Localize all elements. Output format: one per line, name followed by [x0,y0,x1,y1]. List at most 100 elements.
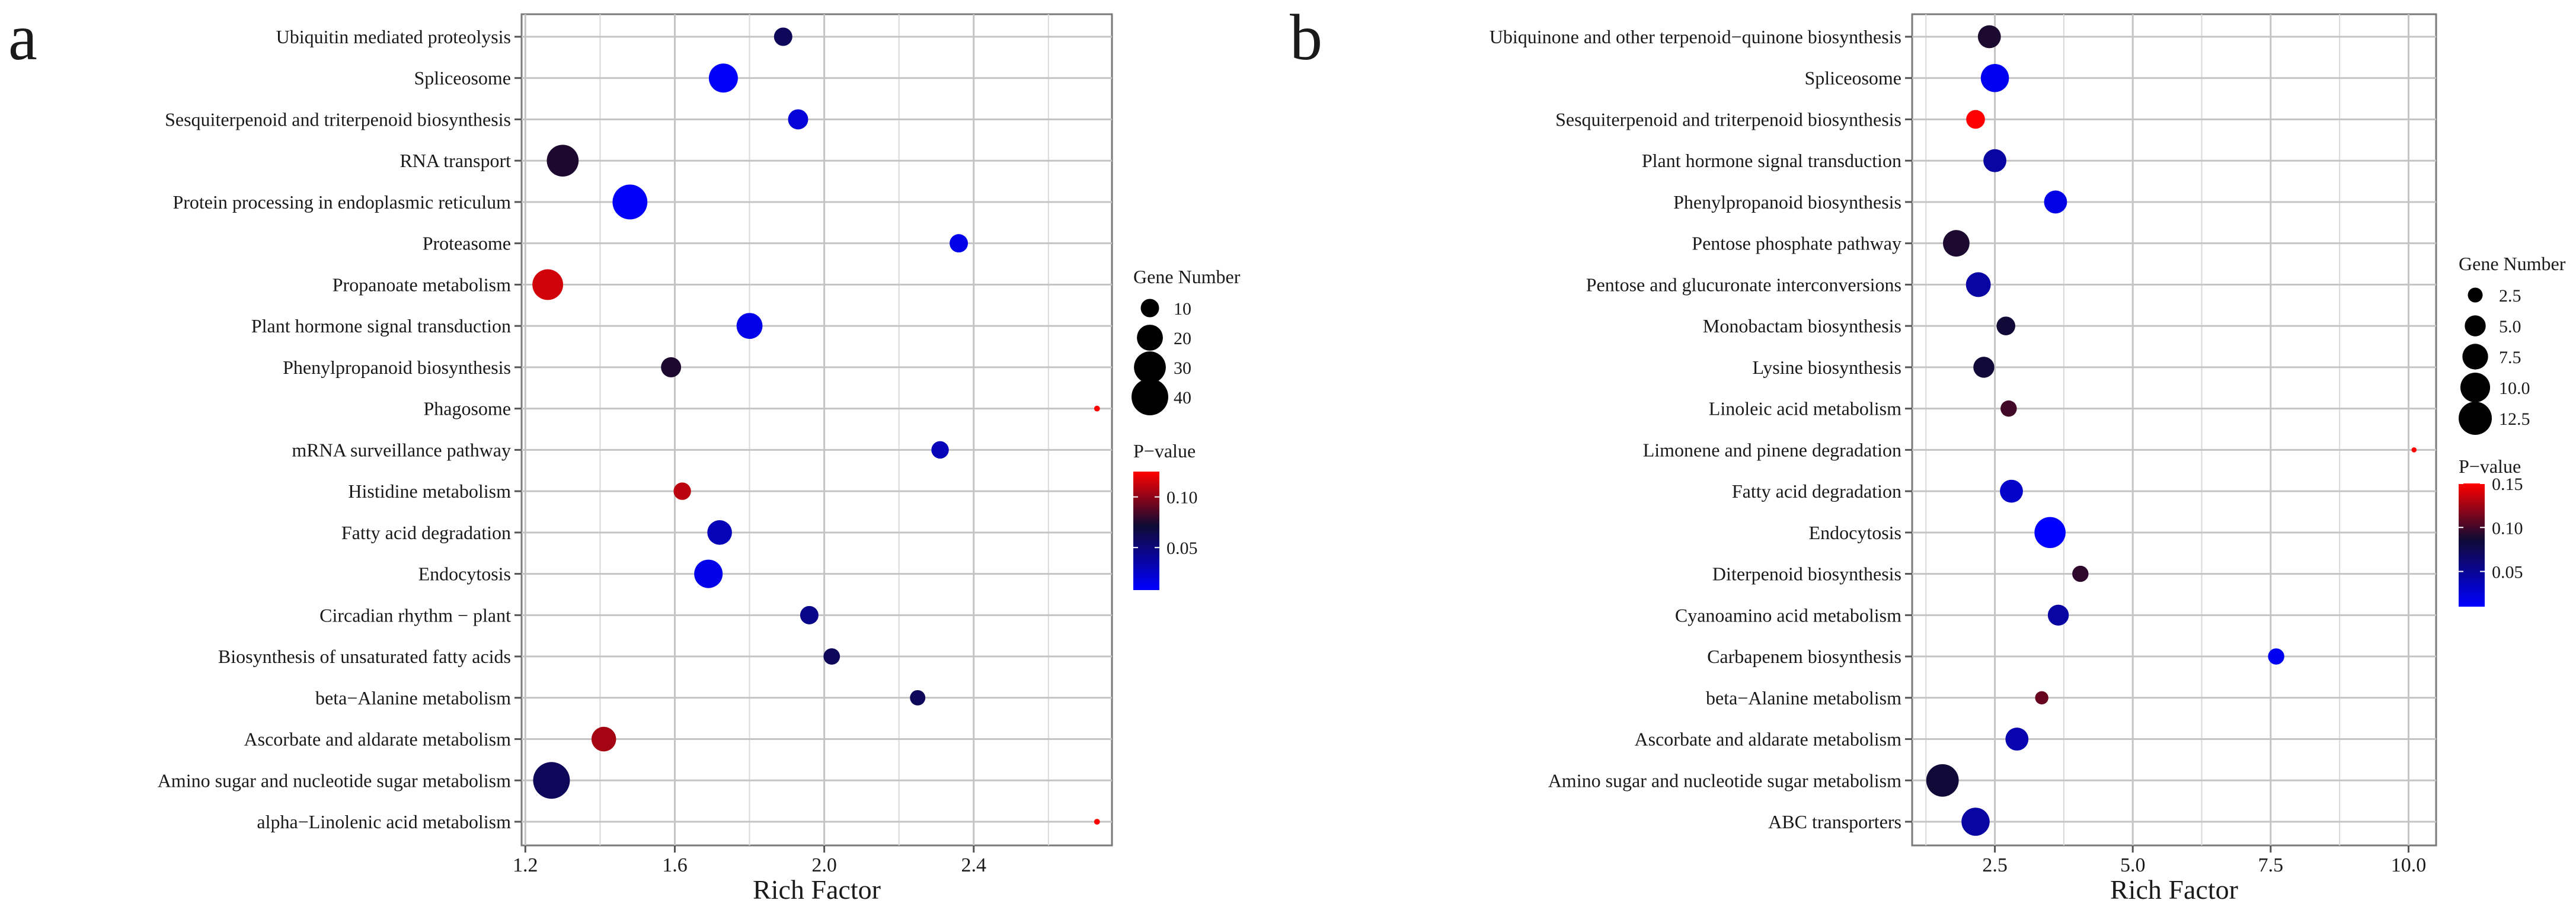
point-sesquiterpenoid-and-triterpenoid-biosynthesis [788,109,808,130]
point-pentose-phosphate-pathway [1943,230,1970,257]
point-phenylpropanoid-biosynthesis [2044,190,2067,214]
size-legend-label: 40 [1174,388,1191,408]
point-circadian-rhythm-plant [800,605,819,624]
size-legend-label: 30 [1174,358,1191,378]
point-spliceosome [708,63,738,93]
point-diterpenoid-biosynthesis [2072,565,2089,582]
x-tick-label: 5.0 [2120,854,2146,876]
x-tick-label: 2.4 [961,854,987,876]
y-tick-label-plant-hormone-signal-transduction: Plant hormone signal transduction [251,315,511,337]
size-legend-label: 10.0 [2499,379,2530,398]
panel-letter-b: b [1290,1,1322,73]
panel-a-grid [522,14,1112,845]
x-tick-label: 2.0 [811,854,837,876]
point-mrna-surveillance-pathway [931,441,949,459]
panel-a-color-legend: P−value 0.05 0.10 [1133,440,1198,590]
y-tick-label-ubiquitin-mediated-proteolysis: Ubiquitin mediated proteolysis [276,26,511,47]
point-ascorbate-and-aldarate-metabolism [2005,728,2029,751]
panel-a-size-legend: Gene Number 10 20 30 40 [1132,266,1241,415]
panel-a-x-axis: 1.2 1.6 2.0 2.4 [513,845,986,876]
point-beta-alanine-metabolism [910,690,926,706]
color-legend-label: 0.10 [2492,518,2523,538]
y-tick-label-protein-processing-in-endoplasmic-reticulum: Protein processing in endoplasmic reticu… [172,191,511,213]
panel-b-x-axis: 2.5 5.0 7.5 10.0 [1982,845,2426,876]
y-tick-label-ascorbate-and-aldarate-metabolism: Ascorbate and aldarate metabolism [1635,729,1902,750]
point-protein-processing-in-endoplasmic-reticulum [612,184,648,220]
y-tick-label-mrna-surveillance-pathway: mRNA surveillance pathway [292,439,511,460]
y-tick-label-fatty-acid-degradation: Fatty acid degradation [1732,480,1901,502]
color-legend-label: 0.05 [1166,539,1198,558]
y-tick-label-diterpenoid-biosynthesis: Diterpenoid biosynthesis [1712,563,1901,585]
x-tick-label: 2.5 [1982,854,2008,876]
point-biosynthesis-of-unsaturated-fatty-acids [823,648,840,665]
point-proteasome [950,234,969,253]
y-tick-label-rna-transport: RNA transport [399,150,511,171]
point-histidine-metabolism [673,482,691,500]
point-plant-hormone-signal-transduction [736,313,763,339]
panel-a-color-legend-title: P−value [1133,440,1196,462]
point-amino-sugar-and-nucleotide-sugar-metabolism [533,762,570,799]
y-tick-label-biosynthesis-of-unsaturated-fatty-acids: Biosynthesis of unsaturated fatty acids [218,646,511,667]
y-tick-label-sesquiterpenoid-and-triterpenoid-biosynthesis: Sesquiterpenoid and triterpenoid biosynt… [165,108,511,130]
x-tick-label: 10.0 [2391,854,2427,876]
size-legend-dot [2459,402,2492,435]
y-tick-label-pentose-phosphate-pathway: Pentose phosphate pathway [1692,233,1901,254]
point-pentose-and-glucuronate-interconversions [1965,272,1991,297]
size-legend-label: 2.5 [2499,286,2521,306]
point-sesquiterpenoid-and-triterpenoid-biosynthesis [1966,110,1985,129]
panel-a: Ubiquitin mediated proteolysis Spliceosom… [158,13,1241,905]
size-legend-dot [2468,287,2483,303]
panel-b-size-legend: Gene Number 2.5 5.0 7.5 10.0 12.5 [2459,253,2566,435]
y-tick-label-linoleic-acid-metabolism: Linoleic acid metabolism [1709,398,1901,419]
y-tick-label-limonene-and-pinene-degradation: Limonene and pinene degradation [1643,439,1901,460]
panel-letter-a: a [8,1,37,73]
point-carbapenem-biosynthesis [2268,648,2284,665]
point-fatty-acid-degradation [2000,479,2023,503]
y-tick-label-alpha-linolenic-acid-metabolism: alpha−Linolenic acid metabolism [257,811,511,832]
size-legend-dot [2462,344,2488,370]
panel-a-x-axis-label: Rich Factor [753,874,881,905]
y-tick-label-beta-alanine-metabolism: beta−Alanine metabolism [315,687,511,709]
y-tick-label-endocytosis: Endocytosis [1809,522,1901,543]
y-tick-label-fatty-acid-degradation: Fatty acid degradation [341,522,511,543]
point-abc-transporters [1961,808,1990,836]
y-tick-label-abc-transporters: ABC transporters [1768,811,1901,832]
point-monobactam-biosynthesis [1996,316,2016,335]
size-legend-dot [1140,299,1159,318]
panel-b-color-bar [2459,483,2485,607]
y-tick-label-spliceosome: Spliceosome [414,68,511,89]
y-tick-label-phenylpropanoid-biosynthesis: Phenylpropanoid biosynthesis [283,357,511,378]
y-tick-label-carbapenem-biosynthesis: Carbapenem biosynthesis [1707,646,1901,667]
panel-b-color-legend-title: P−value [2459,456,2521,477]
panel-a-plot-area [520,13,1113,847]
panel-b-color-legend: P−value 0.05 0.10 0.15 [2459,456,2523,607]
point-plant-hormone-signal-transduction [1983,149,2006,172]
point-fatty-acid-degradation [707,520,732,545]
y-tick-label-pentose-and-glucuronate-interconversions: Pentose and glucuronate interconversions [1586,274,1901,295]
point-alpha-linolenic-acid-metabolism [1094,819,1100,825]
x-tick-label: 7.5 [2258,854,2284,876]
size-legend-label: 12.5 [2499,409,2530,429]
y-tick-label-monobactam-biosynthesis: Monobactam biosynthesis [1703,315,1901,337]
point-ubiquinone-and-other-terpenoid-quinone-biosynthesis [1977,25,2001,49]
y-tick-label-plant-hormone-signal-transduction: Plant hormone signal transduction [1642,150,1901,171]
size-legend-dot [1134,351,1166,383]
size-legend-dot [1132,379,1168,415]
size-legend-label: 7.5 [2499,348,2521,367]
point-amino-sugar-and-nucleotide-sugar-metabolism [1926,764,1959,797]
point-rna-transport [546,145,579,177]
point-endocytosis [2034,517,2066,549]
point-endocytosis [694,559,723,588]
x-tick-label: 1.2 [513,854,538,876]
y-tick-label-lysine-biosynthesis: Lysine biosynthesis [1752,357,1901,378]
panel-b-x-axis-label: Rich Factor [2110,874,2238,905]
y-tick-label-amino-sugar-and-nucleotide-sugar-metabolism: Amino sugar and nucleotide sugar metabol… [158,770,511,791]
point-linoleic-acid-metabolism [2000,400,2017,417]
y-tick-label-circadian-rhythm-plant: Circadian rhythm − plant [319,604,511,626]
size-legend-dot [2460,372,2491,403]
y-tick-label-endocytosis: Endocytosis [418,563,511,585]
color-legend-label: 0.10 [1166,488,1198,508]
point-spliceosome [1980,63,2009,92]
size-legend-label: 5.0 [2499,317,2521,337]
